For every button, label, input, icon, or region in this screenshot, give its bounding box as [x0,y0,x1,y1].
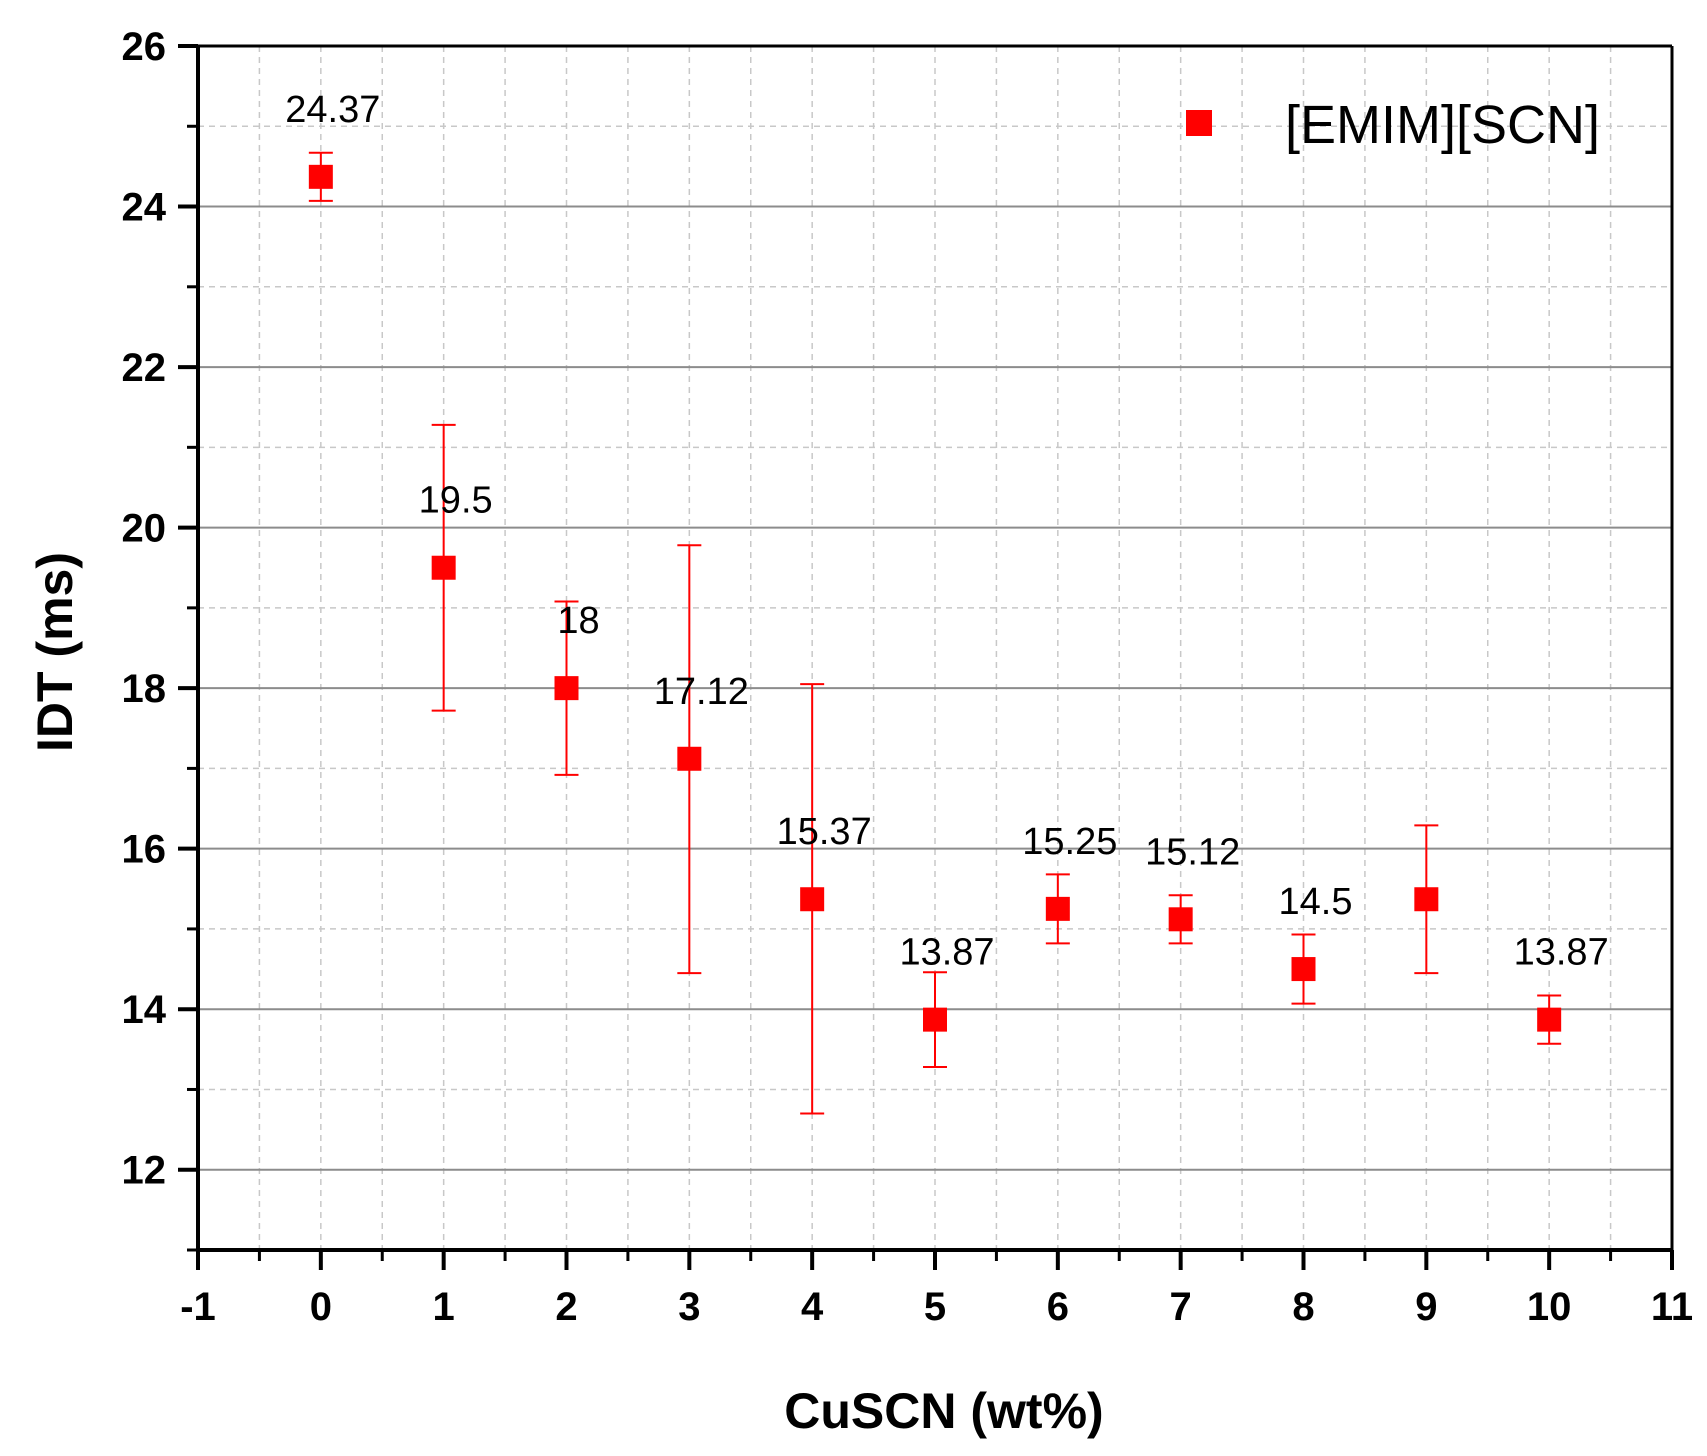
y-tick-label: 14 [122,988,167,1032]
x-tick-label: 8 [1292,1285,1314,1329]
y-tick-label: 18 [122,667,167,711]
data-markers [308,164,1562,1032]
x-axis-title: CuSCN (wt%) [784,1383,1103,1439]
data-label: 18 [557,600,599,642]
data-point [308,164,333,189]
y-axis-title: IDT (ms) [27,552,83,752]
data-point [1414,887,1439,912]
data-point [554,676,579,701]
x-tick-label: 1 [433,1285,455,1329]
legend: [EMIM][SCN] [1186,95,1600,155]
data-point [1168,907,1193,932]
minor-gridlines [198,46,1672,1250]
data-point [1045,896,1070,921]
data-point [1291,957,1316,982]
data-label: 19.5 [419,480,493,522]
data-label: 15.37 [777,811,872,853]
x-tick-label: 10 [1527,1285,1572,1329]
y-tick-label: 12 [122,1149,167,1193]
data-point [677,746,702,771]
data-label: 13.87 [1514,932,1609,974]
x-tick-label: 3 [678,1285,700,1329]
y-tick-label: 16 [122,828,167,872]
x-tick-label: -1 [180,1285,216,1329]
x-tick-label: 6 [1047,1285,1069,1329]
y-tick-label: 24 [122,186,167,230]
x-tick-label: 11 [1651,1285,1693,1329]
data-point [923,1007,947,1032]
x-tick-label: 4 [801,1285,824,1329]
data-label: 15.12 [1145,831,1240,873]
data-label: 24.37 [285,89,380,131]
axes [178,44,1674,1270]
x-tick-label: 9 [1415,1285,1437,1329]
x-tick-label: 2 [555,1285,577,1329]
y-tick-label: 22 [122,346,167,390]
data-label: 15.25 [1022,821,1117,863]
y-tick-label: 26 [122,25,167,69]
data-point [800,887,825,912]
data-label: 14.5 [1279,881,1353,923]
data-label: 13.87 [899,932,994,974]
x-tick-label: 7 [1170,1285,1192,1329]
legend-label: [EMIM][SCN] [1285,95,1600,155]
data-label: 17.12 [654,671,749,713]
data-point [431,555,456,580]
data-point [1537,1007,1562,1032]
y-tick-label: 20 [122,507,167,551]
legend-marker [1186,110,1212,136]
x-tick-label: 5 [924,1285,946,1329]
x-tick-label: 0 [310,1285,332,1329]
data-labels: 24.37 19.5 18 17.12 15.37 13.87 15.25 15.12 14.5… [285,89,1608,974]
